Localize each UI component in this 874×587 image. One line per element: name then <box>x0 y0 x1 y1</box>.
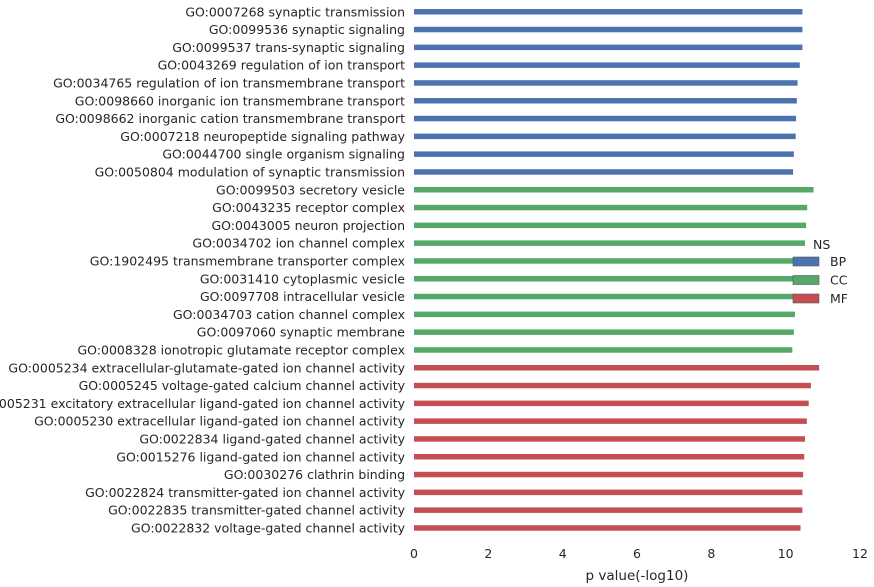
category-label: GO:0050804 modulation of synaptic transm… <box>95 164 405 179</box>
category-label: GO:0022824 transmitter-gated ion channel… <box>85 485 406 500</box>
bar-bp-3 <box>414 62 800 68</box>
category-label: GO:0099537 trans-synaptic signaling <box>172 40 405 55</box>
bar-mf-1 <box>414 382 811 389</box>
category-label: GO:0097708 intracellular vesicle <box>200 289 405 304</box>
bar-mf-4 <box>414 436 805 442</box>
category-label: GO:0008328 ionotropic glutamate receptor… <box>78 342 406 357</box>
bar-mf-9 <box>414 525 801 531</box>
x-axis-title: p value(-log10) <box>586 568 689 584</box>
category-label: GO:0022834 ligand-gated channel activity <box>139 431 405 446</box>
legend-swatch-bp <box>792 256 820 267</box>
bar-bp-8 <box>414 151 794 157</box>
bar-cc-9 <box>414 347 793 353</box>
bars-group <box>414 9 820 531</box>
bar-cc-2 <box>414 222 807 229</box>
category-label: GO:0099536 synaptic signaling <box>209 22 405 37</box>
category-label: GO:0005234 extracellular-glutamate-gated… <box>8 360 405 375</box>
bar-bp-6 <box>414 115 797 122</box>
category-label: GO:1902495 transmembrane transporter com… <box>90 253 405 268</box>
bar-mf-2 <box>414 400 809 407</box>
category-labels: GO:0007268 synaptic transmission GO:00995… <box>0 4 406 535</box>
bar-bp-5 <box>414 98 797 104</box>
category-label: GO:0005245 voltage-gated calcium channel… <box>79 378 406 393</box>
category-label: GO:0099503 secretory vesicle <box>216 182 405 197</box>
x-tick-label: 6 <box>633 546 641 561</box>
category-label: GO:0022835 transmitter-gated channel act… <box>108 503 405 518</box>
bar-bp-9 <box>414 169 794 175</box>
category-label: GO:0034703 cation channel complex <box>173 307 405 322</box>
category-label: GO:0043005 neuron projection <box>211 218 405 233</box>
legend-title: NS <box>813 237 830 252</box>
legend-label-bp: BP <box>830 254 847 269</box>
category-label: GO:0098660 inorganic ion transmembrane t… <box>75 93 405 108</box>
bar-bp-1 <box>414 26 803 33</box>
x-axis: 0 2 4 6 8 10 12 <box>410 546 868 561</box>
bar-cc-7 <box>414 311 795 318</box>
bar-bp-0 <box>414 9 803 15</box>
legend-swatch-cc <box>792 275 820 285</box>
bar-cc-1 <box>414 204 808 211</box>
bar-mf-3 <box>414 418 807 424</box>
legend-swatch-mf <box>792 293 820 304</box>
x-tick-label: 0 <box>410 546 418 561</box>
bar-mf-8 <box>414 507 803 513</box>
category-label: GO:0007268 synaptic transmission <box>185 4 405 19</box>
bar-mf-0 <box>414 365 820 371</box>
bar-bp-7 <box>414 133 796 140</box>
x-tick-label: 12 <box>852 546 868 561</box>
legend: NS BP CC MF <box>792 237 848 306</box>
bar-cc-6 <box>414 293 797 300</box>
x-tick-label: 4 <box>559 546 567 561</box>
bar-cc-0 <box>414 187 814 193</box>
category-label: GO:0005230 extracellular ligand-gated io… <box>34 414 406 429</box>
category-label: GO:0031410 cytoplasmic vesicle <box>200 271 405 286</box>
bar-bp-4 <box>414 80 798 86</box>
bar-cc-4 <box>414 258 799 264</box>
bar-cc-3 <box>414 240 805 246</box>
category-label: GO:0015276 ligand-gated ion channel acti… <box>116 449 405 464</box>
category-label: GO:0005231 excitatory extracellular liga… <box>0 396 406 411</box>
bar-mf-5 <box>414 454 805 460</box>
legend-label-cc: CC <box>830 273 848 288</box>
bar-cc-8 <box>414 329 794 335</box>
legend-label-mf: MF <box>830 291 848 306</box>
category-label: GO:0097060 synaptic membrane <box>197 325 406 340</box>
category-label: GO:0043235 receptor complex <box>212 200 405 215</box>
category-label: GO:0044700 single organism signaling <box>162 147 405 162</box>
bar-mf-7 <box>414 489 803 496</box>
legend-entries: BP CC MF <box>792 254 848 306</box>
category-label: GO:0030276 clathrin binding <box>224 467 405 482</box>
x-tick-label: 2 <box>484 546 492 561</box>
category-label: GO:0034765 regulation of ion transmembra… <box>53 75 405 90</box>
x-tick-label: 8 <box>707 546 715 561</box>
x-tick-label: 10 <box>778 546 794 561</box>
category-label: GO:0022832 voltage-gated channel activit… <box>131 520 406 535</box>
category-label: GO:0007218 neuropeptide signaling pathwa… <box>120 129 405 144</box>
category-label: GO:0043269 regulation of ion transport <box>158 58 406 73</box>
bar-cc-5 <box>414 276 797 282</box>
bar-mf-6 <box>414 471 804 478</box>
bar-bp-2 <box>414 44 803 51</box>
category-label: GO:0098662 inorganic cation transmembran… <box>55 111 405 126</box>
category-label: GO:0034702 ion channel complex <box>192 236 405 251</box>
